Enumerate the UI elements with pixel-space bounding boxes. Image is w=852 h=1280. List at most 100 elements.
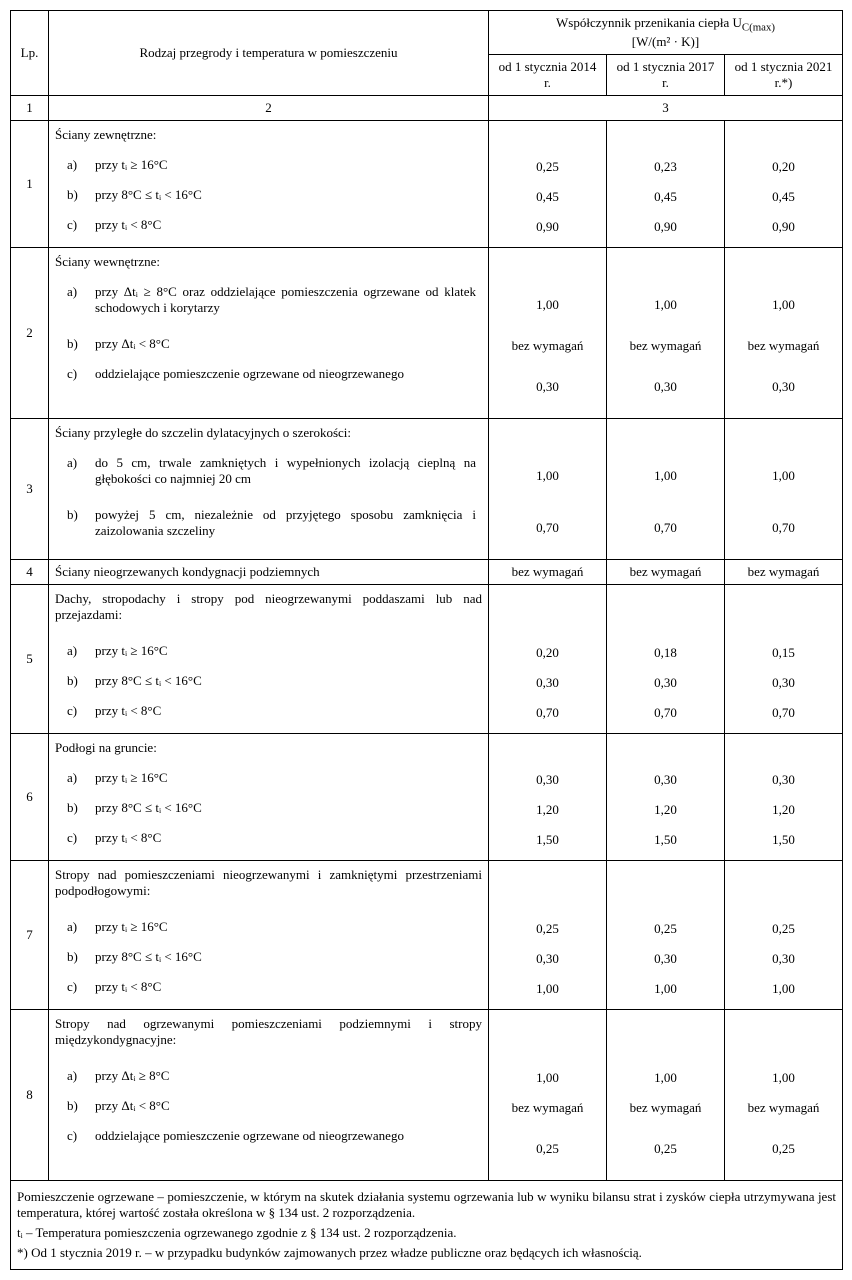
item-letter: b) bbox=[55, 187, 95, 209]
item-value: 0,15 bbox=[725, 638, 842, 668]
row-value-col: 0,250,301,00 bbox=[489, 860, 607, 1009]
row-title: Podłogi na gruncie: bbox=[55, 738, 482, 766]
item-value: 1,00 bbox=[607, 279, 724, 331]
item-value: 1,00 bbox=[607, 450, 724, 502]
item-value: 0,30 bbox=[489, 361, 606, 413]
item-value: 1,00 bbox=[725, 974, 842, 1004]
item-value: 0,45 bbox=[489, 182, 606, 212]
item-value: 0,18 bbox=[607, 638, 724, 668]
item-text: przy Δtᵢ ≥ 8°C oraz oddzielające pomiesz… bbox=[95, 284, 482, 328]
table-row: 8Stropy nad ogrzewanymi pomieszczeniami … bbox=[11, 1009, 843, 1180]
item-text: przy tᵢ < 8°C bbox=[95, 979, 482, 1001]
item-value: 0,30 bbox=[489, 668, 606, 698]
row-value-col: 0,180,300,70 bbox=[607, 584, 725, 733]
item-value: 0,30 bbox=[607, 668, 724, 698]
item-value: 0,25 bbox=[725, 914, 842, 944]
row-title: Ściany zewnętrzne: bbox=[55, 125, 482, 153]
header-num-1: 1 bbox=[11, 95, 49, 120]
item-value: 1,20 bbox=[607, 795, 724, 825]
header-num-3: 3 bbox=[489, 95, 843, 120]
item-letter: c) bbox=[55, 217, 95, 239]
item-text: oddzielające pomieszczenie ogrzewane od … bbox=[95, 366, 482, 410]
row-desc: Stropy nad ogrzewanymi pomieszczeniami p… bbox=[49, 1009, 489, 1180]
header-2017: od 1 stycznia 2017 r. bbox=[607, 54, 725, 95]
item-value: bez wymagań bbox=[489, 1093, 606, 1123]
item-text: przy tᵢ ≥ 16°C bbox=[95, 770, 482, 792]
table-row: 4Ściany nieogrzewanych kondygnacji podzi… bbox=[11, 559, 843, 584]
row-lp: 8 bbox=[11, 1009, 49, 1180]
uc-max-table: Lp. Rodzaj przegrody i temperatura w pom… bbox=[10, 10, 843, 1270]
row-value-col: 0,301,201,50 bbox=[489, 733, 607, 860]
row-desc: Ściany wewnętrzne:a)przy Δtᵢ ≥ 8°C oraz … bbox=[49, 247, 489, 418]
item-value: 1,50 bbox=[725, 825, 842, 855]
item-text: przy 8°C ≤ tᵢ < 16°C bbox=[95, 673, 482, 695]
row-title: Stropy nad ogrzewanymi pomieszczeniami p… bbox=[55, 1014, 482, 1064]
header-2014: od 1 stycznia 2014 r. bbox=[489, 54, 607, 95]
row-value-col: 0,150,300,70 bbox=[725, 584, 843, 733]
item-value: 0,90 bbox=[489, 212, 606, 242]
item-text: przy 8°C ≤ tᵢ < 16°C bbox=[95, 949, 482, 971]
item-letter: a) bbox=[55, 157, 95, 179]
row-title: Dachy, stropodachy i stropy pod nieogrze… bbox=[55, 589, 482, 639]
item-value: bez wymagań bbox=[725, 1093, 842, 1123]
row-title: Ściany przyległe do szczelin dylatacyjny… bbox=[55, 423, 482, 451]
row-lp: 5 bbox=[11, 584, 49, 733]
item-value: 1,20 bbox=[489, 795, 606, 825]
row-value-col: 1,000,70 bbox=[607, 418, 725, 559]
header-group-line1: Współczynnik przenikania ciepła U bbox=[556, 15, 742, 30]
item-letter: a) bbox=[55, 284, 95, 328]
item-letter: a) bbox=[55, 770, 95, 792]
row-value-col: 1,00bez wymagań0,25 bbox=[489, 1009, 607, 1180]
item-value: 1,00 bbox=[607, 1063, 724, 1093]
item-text: przy Δtᵢ ≥ 8°C bbox=[95, 1068, 482, 1090]
row-lp: 6 bbox=[11, 733, 49, 860]
table-row: 5Dachy, stropodachy i stropy pod nieogrz… bbox=[11, 584, 843, 733]
item-text: przy tᵢ < 8°C bbox=[95, 703, 482, 725]
item-letter: b) bbox=[55, 336, 95, 358]
row-value-col: 0,301,201,50 bbox=[725, 733, 843, 860]
item-value: 0,70 bbox=[725, 698, 842, 728]
row-lp: 7 bbox=[11, 860, 49, 1009]
row-desc: Stropy nad pomieszczeniami nieogrzewanym… bbox=[49, 860, 489, 1009]
item-letter: c) bbox=[55, 979, 95, 1001]
row-value-col: 0,250,450,90 bbox=[489, 120, 607, 247]
item-letter: b) bbox=[55, 1098, 95, 1120]
item-value: bez wymagań bbox=[725, 331, 842, 361]
table-row: 7Stropy nad pomieszczeniami nieogrzewany… bbox=[11, 860, 843, 1009]
row-value: bez wymagań bbox=[607, 559, 725, 584]
item-value: bez wymagań bbox=[489, 331, 606, 361]
item-text: powyżej 5 cm, niezależnie od przyjętego … bbox=[95, 507, 482, 551]
item-value: 1,00 bbox=[607, 974, 724, 1004]
row-value-col: 0,200,300,70 bbox=[489, 584, 607, 733]
row-value-col: 0,230,450,90 bbox=[607, 120, 725, 247]
header-lp: Lp. bbox=[11, 11, 49, 96]
item-value: 0,30 bbox=[489, 944, 606, 974]
item-value: 0,70 bbox=[607, 502, 724, 554]
row-lp: 3 bbox=[11, 418, 49, 559]
item-value: 0,30 bbox=[607, 361, 724, 413]
item-text: przy 8°C ≤ tᵢ < 16°C bbox=[95, 187, 482, 209]
item-letter: b) bbox=[55, 673, 95, 695]
row-desc: Dachy, stropodachy i stropy pod nieogrze… bbox=[49, 584, 489, 733]
row-value: bez wymagań bbox=[725, 559, 843, 584]
item-letter: b) bbox=[55, 507, 95, 551]
item-value: 0,30 bbox=[607, 944, 724, 974]
item-text: przy tᵢ < 8°C bbox=[95, 217, 482, 239]
item-value: 1,00 bbox=[725, 1063, 842, 1093]
item-value: 0,70 bbox=[725, 502, 842, 554]
table-header: Lp. Rodzaj przegrody i temperatura w pom… bbox=[11, 11, 843, 121]
item-value: 0,25 bbox=[489, 152, 606, 182]
row-lp: 1 bbox=[11, 120, 49, 247]
item-value: bez wymagań bbox=[607, 1093, 724, 1123]
item-value: 1,00 bbox=[489, 450, 606, 502]
item-value: 0,70 bbox=[489, 698, 606, 728]
item-text: przy Δtᵢ < 8°C bbox=[95, 336, 482, 358]
item-value: 1,50 bbox=[489, 825, 606, 855]
item-value: 0,90 bbox=[607, 212, 724, 242]
row-lp: 4 bbox=[11, 559, 49, 584]
item-value: 1,00 bbox=[489, 279, 606, 331]
item-letter: a) bbox=[55, 1068, 95, 1090]
item-letter: a) bbox=[55, 919, 95, 941]
item-value: 0,45 bbox=[725, 182, 842, 212]
row-value-col: 1,00bez wymagań0,25 bbox=[607, 1009, 725, 1180]
